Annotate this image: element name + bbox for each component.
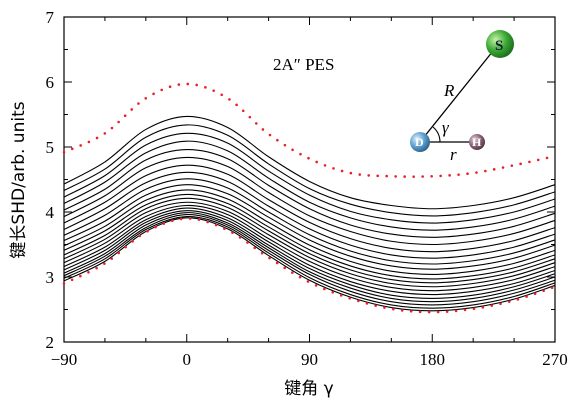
y-tick-label: 7 [46, 8, 55, 27]
x-tick-label: −90 [51, 350, 78, 369]
atom-H-label: H [472, 135, 482, 149]
curve-15 [63, 204, 556, 292]
curve-17 [63, 210, 556, 300]
label-R: R [443, 81, 455, 100]
atom-D [410, 132, 430, 152]
curve-9 [63, 178, 556, 265]
curve-4 [63, 140, 556, 231]
y-axis-title: 键长SHD/arb. units [9, 101, 29, 258]
curve-16 [63, 207, 556, 296]
y-tick-label: 4 [46, 203, 55, 222]
curve-3 [63, 132, 556, 224]
atom-S-label: S [495, 38, 503, 54]
curve-14 [63, 201, 556, 288]
curve-1 [63, 115, 556, 210]
x-tick-label: 270 [542, 350, 568, 369]
label-gamma: γ [442, 118, 450, 137]
curve-21 [63, 217, 556, 312]
curve-10 [63, 184, 556, 270]
x-tick-label: 0 [183, 350, 192, 369]
atom-S [486, 30, 514, 58]
dotted-boundary-curve-22 [62, 217, 557, 314]
atom-H [469, 134, 485, 150]
y-tick-label: 6 [46, 73, 55, 92]
curve-12 [63, 193, 556, 280]
curve-11 [63, 189, 556, 275]
dotted-boundary-curve-0 [62, 82, 557, 178]
x-tick-label: 90 [301, 350, 318, 369]
pes-annotation: 2A″ PES [273, 55, 334, 74]
series-layer [62, 82, 557, 314]
angle-arc [432, 126, 441, 143]
tick-labels-layer: −90 0 90 180 270 2 3 4 5 6 7 [46, 8, 568, 369]
x-tick-label: 180 [420, 350, 446, 369]
x-axis-title: 键角 γ [284, 379, 333, 399]
curve-6 [63, 156, 556, 246]
curve-20 [63, 215, 556, 309]
bond-R [419, 45, 498, 143]
label-r: r [450, 145, 457, 164]
y-tick-label: 2 [46, 333, 55, 352]
atom-D-label: D [415, 135, 424, 149]
ticks-layer [63, 16, 556, 343]
curve-13 [63, 197, 556, 284]
y-tick-label: 3 [46, 268, 55, 287]
curve-8 [63, 171, 556, 259]
curve-2 [63, 124, 556, 217]
y-tick-label: 5 [46, 138, 55, 157]
molecule-inset: S D H R γ r [410, 30, 514, 164]
curve-5 [63, 149, 556, 238]
curve-19 [63, 214, 556, 306]
curve-18 [63, 212, 556, 303]
curve-7 [63, 164, 556, 253]
